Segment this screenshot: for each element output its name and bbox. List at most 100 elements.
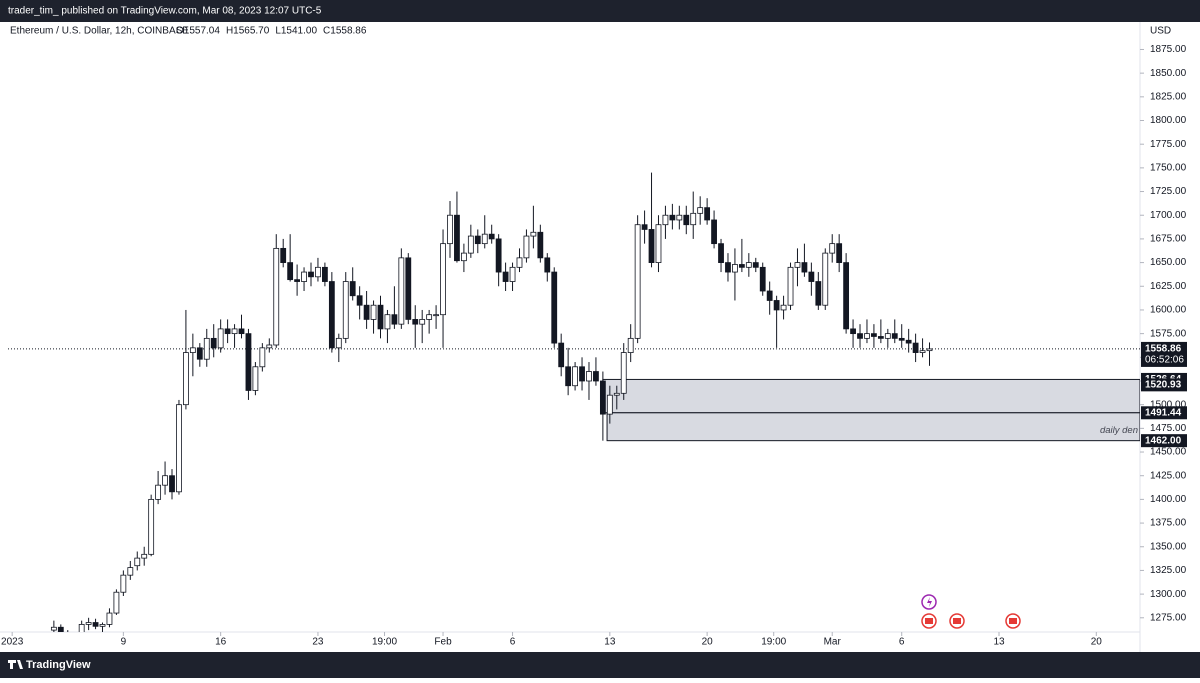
candle-body [822,252,829,306]
y-tick-label: 1425.00 [1150,470,1187,481]
candle-body [120,574,127,593]
ohlc-label: H1565.70 [226,26,270,37]
y-tick-label: 1775.00 [1150,139,1187,150]
price-label-box [1141,378,1187,392]
candle-body [579,366,585,382]
top-bar [0,0,1200,22]
candle-body [857,333,863,339]
candle-body [759,266,766,292]
brand[interactable]: TradingView [26,659,91,671]
y-tick-label: 1875.00 [1150,44,1187,55]
candle-body [183,352,189,406]
candle-body [919,350,926,353]
candle-body [655,224,662,263]
candle-body [405,257,412,320]
candle-body [377,304,384,330]
y-tick-label: 1375.00 [1150,518,1187,529]
y-tick-label: 1500.00 [1150,399,1187,410]
candle-body [718,243,724,263]
candle-body [460,252,467,262]
candle-body [495,238,502,273]
y-tick-label: 1475.00 [1150,423,1187,434]
candle-body [481,233,488,245]
candle-body [773,300,780,311]
candle-body [419,319,426,325]
bottom-bar [0,652,1200,678]
candle-body [891,333,898,339]
candle-body [843,262,850,330]
y-tick-label: 1800.00 [1150,115,1187,126]
last-price-box [1141,341,1187,367]
candle-body [85,622,92,625]
candle-body [169,475,175,493]
candle-body [203,337,210,360]
candle-body [315,266,321,278]
candle-body [162,475,168,486]
y-tick-label: 1675.00 [1150,234,1187,245]
candle-body [78,624,85,632]
candle-body [72,637,77,640]
currency: USD [1150,26,1171,37]
candle-body [877,336,884,339]
candle-body [836,243,843,263]
y-tick-label: 1400.00 [1150,494,1187,505]
candle-body [57,626,64,632]
candle-body [537,231,544,259]
candle-body [106,612,113,625]
zone [602,378,1140,414]
countdown: 06:52:06 [1145,355,1184,366]
candle-body [551,271,558,344]
candle-body [328,281,335,349]
y-tick-label: 1575.00 [1150,328,1187,339]
x-tick-label: 23 [312,637,324,648]
candle-body [565,366,572,387]
candle-body [391,314,398,325]
candle-body [780,304,787,311]
candle-body [509,266,516,282]
candle-body [426,314,433,320]
candle-body [259,347,266,368]
candle-body [627,337,634,353]
candle-body [196,347,203,360]
candle-body [523,235,530,259]
candle-body [141,553,148,559]
candle-body [440,243,446,316]
candle-body [148,498,155,555]
candle-body [871,333,877,337]
candle-body [829,243,836,254]
y-tick-label: 1825.00 [1150,91,1187,102]
event-icons[interactable] [921,594,1021,629]
price-label-box [1141,406,1187,420]
x-tick-label: 6 [899,637,905,648]
publisher: trader_tim_ published on TradingView.com… [8,6,322,17]
candle-body [641,224,648,230]
brand-logo [8,660,23,669]
candle-body [815,281,822,306]
plot: daily den [8,172,1140,640]
ohlc-label: O1557.04 [176,26,220,37]
candle-body [322,266,328,282]
candle-body [676,214,683,221]
candle-body [99,624,106,627]
candle-body [905,339,912,344]
candle-body [447,214,453,245]
candle-body [134,557,141,567]
candle-body [189,347,196,353]
x-tick-label: 16 [215,637,227,648]
candle-body [280,247,287,263]
y-tick-label: 1275.00 [1150,612,1187,623]
candle-body [586,371,592,382]
y-tick-label: 1300.00 [1150,589,1187,600]
candle-body [502,271,509,282]
candle-body [732,264,738,273]
candle-body [613,392,620,396]
ohlc-label: L1541.00 [275,26,317,37]
candle-body [558,342,565,368]
candle-body [467,235,474,254]
candle-body [850,328,856,335]
candle-body [599,380,606,415]
candle-body [356,295,363,306]
symbol-title: Ethereum / U.S. Dollar, 12h, COINBASE [10,26,189,37]
